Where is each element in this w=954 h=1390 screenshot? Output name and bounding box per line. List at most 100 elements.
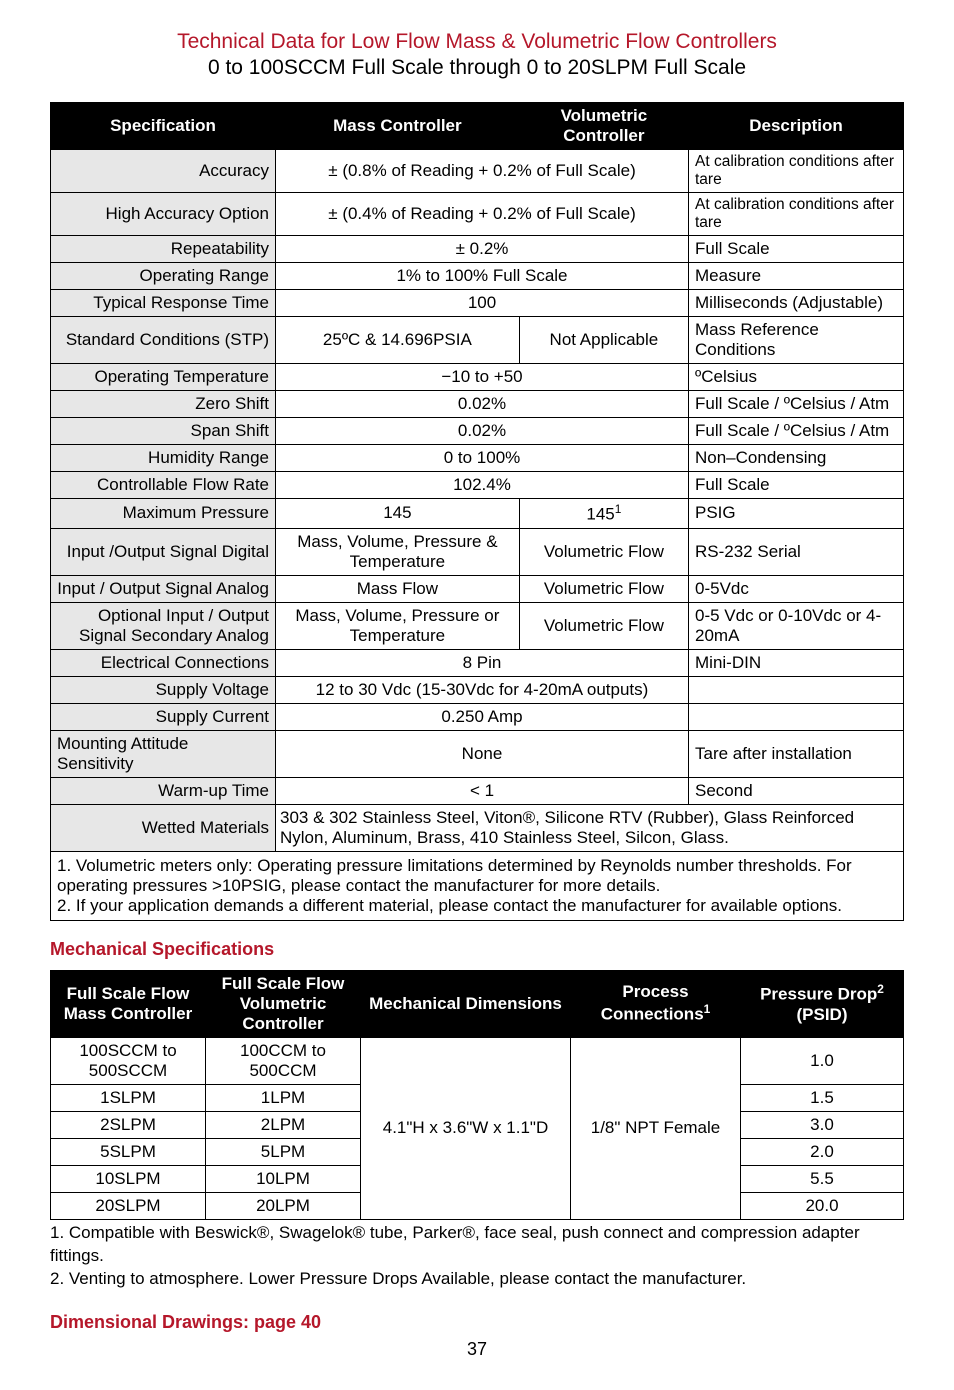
table-row: Supply Voltage12 to 30 Vdc (15-30Vdc for… (51, 676, 904, 703)
spec-value: 0.02% (276, 418, 689, 445)
spec-mass-value: Mass, Volume, Pressure & Temperature (276, 528, 520, 575)
spec-label: Controllable Flow Rate (51, 472, 276, 499)
mech-drop: 2.0 (741, 1138, 904, 1165)
spec-label: Input /Output Signal Digital (51, 528, 276, 575)
spec-desc: Milliseconds (Adjustable) (689, 290, 904, 317)
spec-mass-value: Mass, Volume, Pressure or Temperature (276, 602, 520, 649)
spec-desc: Second (689, 777, 904, 804)
table-row: Zero Shift0.02%Full Scale / ºCelsius / A… (51, 391, 904, 418)
spec-value: 102.4% (276, 472, 689, 499)
table-row: Accuracy± (0.8% of Reading + 0.2% of Ful… (51, 150, 904, 193)
mech-dim: 4.1"H x 3.6"W x 1.1"D (361, 1037, 571, 1219)
table-row: High Accuracy Option± (0.4% of Reading +… (51, 193, 904, 236)
mech-mass: 20SLPM (51, 1192, 206, 1219)
mech-header-proc: Process Connections1 (571, 970, 741, 1037)
spec-label: Humidity Range (51, 445, 276, 472)
mech-vol: 1LPM (206, 1084, 361, 1111)
spec-desc: 0-5 Vdc or 0-10Vdc or 4-20mA (689, 602, 904, 649)
mech-vol: 2LPM (206, 1111, 361, 1138)
page-title-2: 0 to 100SCCM Full Scale through 0 to 20S… (50, 56, 904, 80)
table-row: Standard Conditions (STP)25ºC & 14.696PS… (51, 317, 904, 364)
spec-value: 303 & 302 Stainless Steel, Viton®, Silic… (276, 804, 904, 851)
spec-label: Warm-up Time (51, 777, 276, 804)
spec-label: Standard Conditions (STP) (51, 317, 276, 364)
spec-label: Zero Shift (51, 391, 276, 418)
spec-value: −10 to +50 (276, 364, 689, 391)
mech-heading: Mechanical Specifications (50, 939, 904, 960)
mech-vol: 5LPM (206, 1138, 361, 1165)
table-row: Operating Range1% to 100% Full ScaleMeas… (51, 263, 904, 290)
mech-drop: 3.0 (741, 1111, 904, 1138)
mech-mass: 100SCCM to 500SCCM (51, 1037, 206, 1084)
spec-header-spec: Specification (51, 103, 276, 150)
mech-drop: 20.0 (741, 1192, 904, 1219)
spec-desc (689, 676, 904, 703)
table-row: Controllable Flow Rate102.4%Full Scale (51, 472, 904, 499)
table-row: Humidity Range0 to 100%Non–Condensing (51, 445, 904, 472)
dimensional-drawings-link: Dimensional Drawings: page 40 (50, 1312, 904, 1333)
spec-desc: Tare after installation (689, 730, 904, 777)
spec-value: 100 (276, 290, 689, 317)
spec-label: Span Shift (51, 418, 276, 445)
table-row: Input / Output Signal AnalogMass FlowVol… (51, 575, 904, 602)
mech-vol: 10LPM (206, 1165, 361, 1192)
table-row: Operating Temperature−10 to +50ºCelsius (51, 364, 904, 391)
table-row: Input /Output Signal DigitalMass, Volume… (51, 528, 904, 575)
table-row: Supply Current0.250 Amp (51, 703, 904, 730)
mech-drop: 5.5 (741, 1165, 904, 1192)
mech-mass: 10SLPM (51, 1165, 206, 1192)
spec-desc: Full Scale / ºCelsius / Atm (689, 391, 904, 418)
spec-value: < 1 (276, 777, 689, 804)
spec-value: 0.02% (276, 391, 689, 418)
spec-label: Supply Voltage (51, 676, 276, 703)
mech-header-mass: Full Scale Flow Mass Controller (51, 970, 206, 1037)
spec-desc: PSIG (689, 499, 904, 529)
mech-notes: 1. Compatible with Beswick®, Swagelok® t… (50, 1222, 904, 1291)
spec-mass-value: 145 (276, 499, 520, 529)
spec-vol-value: Not Applicable (519, 317, 688, 364)
spec-header-vol: Volumetric Controller (519, 103, 688, 150)
table-row: Repeatability± 0.2%Full Scale (51, 236, 904, 263)
spec-desc: Mass Reference Conditions (689, 317, 904, 364)
spec-value: ± (0.4% of Reading + 0.2% of Full Scale) (276, 193, 689, 236)
spec-value: 0.250 Amp (276, 703, 689, 730)
spec-mass-value: 25ºC & 14.696PSIA (276, 317, 520, 364)
page-title-1: Technical Data for Low Flow Mass & Volum… (50, 30, 904, 54)
spec-label: Operating Temperature (51, 364, 276, 391)
mech-vol: 100CCM to 500CCM (206, 1037, 361, 1084)
spec-value: ± (0.8% of Reading + 0.2% of Full Scale) (276, 150, 689, 193)
spec-value: 1% to 100% Full Scale (276, 263, 689, 290)
spec-value: 8 Pin (276, 649, 689, 676)
spec-desc: Non–Condensing (689, 445, 904, 472)
mech-header-vol: Full Scale Flow Volumetric Controller (206, 970, 361, 1037)
spec-vol-value: 1451 (519, 499, 688, 529)
spec-label: Supply Current (51, 703, 276, 730)
spec-label: Optional Input / Output Signal Secondary… (51, 602, 276, 649)
spec-mass-value: Mass Flow (276, 575, 520, 602)
spec-value: 0 to 100% (276, 445, 689, 472)
spec-vol-value: Volumetric Flow (519, 575, 688, 602)
spec-label: Typical Response Time (51, 290, 276, 317)
table-row: 100SCCM to 500SCCM100CCM to 500CCM4.1"H … (51, 1037, 904, 1084)
spec-value: 12 to 30 Vdc (15-30Vdc for 4-20mA output… (276, 676, 689, 703)
mech-header-dim: Mechanical Dimensions (361, 970, 571, 1037)
spec-label: Electrical Connections (51, 649, 276, 676)
spec-table: Specification Mass Controller Volumetric… (50, 102, 904, 921)
table-row: Electrical Connections8 PinMini-DIN (51, 649, 904, 676)
mech-drop: 1.0 (741, 1037, 904, 1084)
table-row: Wetted Materials303 & 302 Stainless Stee… (51, 804, 904, 851)
mech-vol: 20LPM (206, 1192, 361, 1219)
spec-desc: Measure (689, 263, 904, 290)
spec-notes: 1. Volumetric meters only: Operating pre… (51, 851, 904, 920)
table-row: Typical Response Time100Milliseconds (Ad… (51, 290, 904, 317)
page-number: 37 (50, 1339, 904, 1360)
spec-vol-value: Volumetric Flow (519, 602, 688, 649)
spec-label: Operating Range (51, 263, 276, 290)
spec-header-desc: Description (689, 103, 904, 150)
spec-desc: Full Scale (689, 236, 904, 263)
spec-value: None (276, 730, 689, 777)
spec-desc: ºCelsius (689, 364, 904, 391)
spec-desc: Full Scale (689, 472, 904, 499)
spec-desc: At calibration conditions after tare (689, 150, 904, 193)
spec-label: Mounting Attitude Sensitivity (51, 730, 276, 777)
